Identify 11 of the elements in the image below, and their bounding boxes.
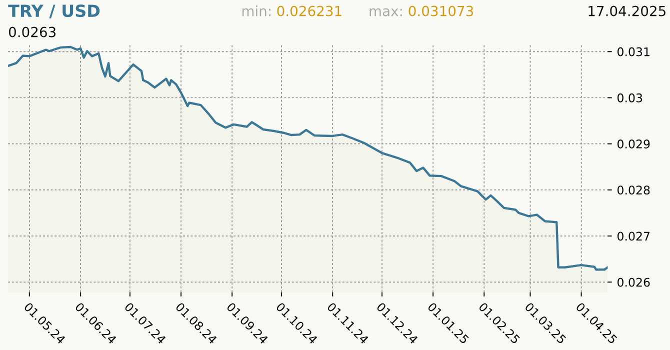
y-tick-label: 0.028 — [617, 186, 650, 195]
text: 0.0263 — [8, 26, 56, 38]
y-tick-label: 0.026 — [617, 278, 650, 287]
y-tick-label: 0.027 — [617, 232, 650, 241]
chart-title: TRY / USD — [8, 4, 100, 18]
y-tick-label: 0.029 — [617, 140, 650, 148]
text: max: 0.031073 — [370, 6, 474, 16]
y-tick-label: 0.03 — [617, 93, 642, 102]
text: 17.04.2025 — [588, 6, 666, 16]
y-tick-label: 0.031 — [617, 47, 650, 56]
text: min: 0.026231 — [242, 6, 342, 16]
